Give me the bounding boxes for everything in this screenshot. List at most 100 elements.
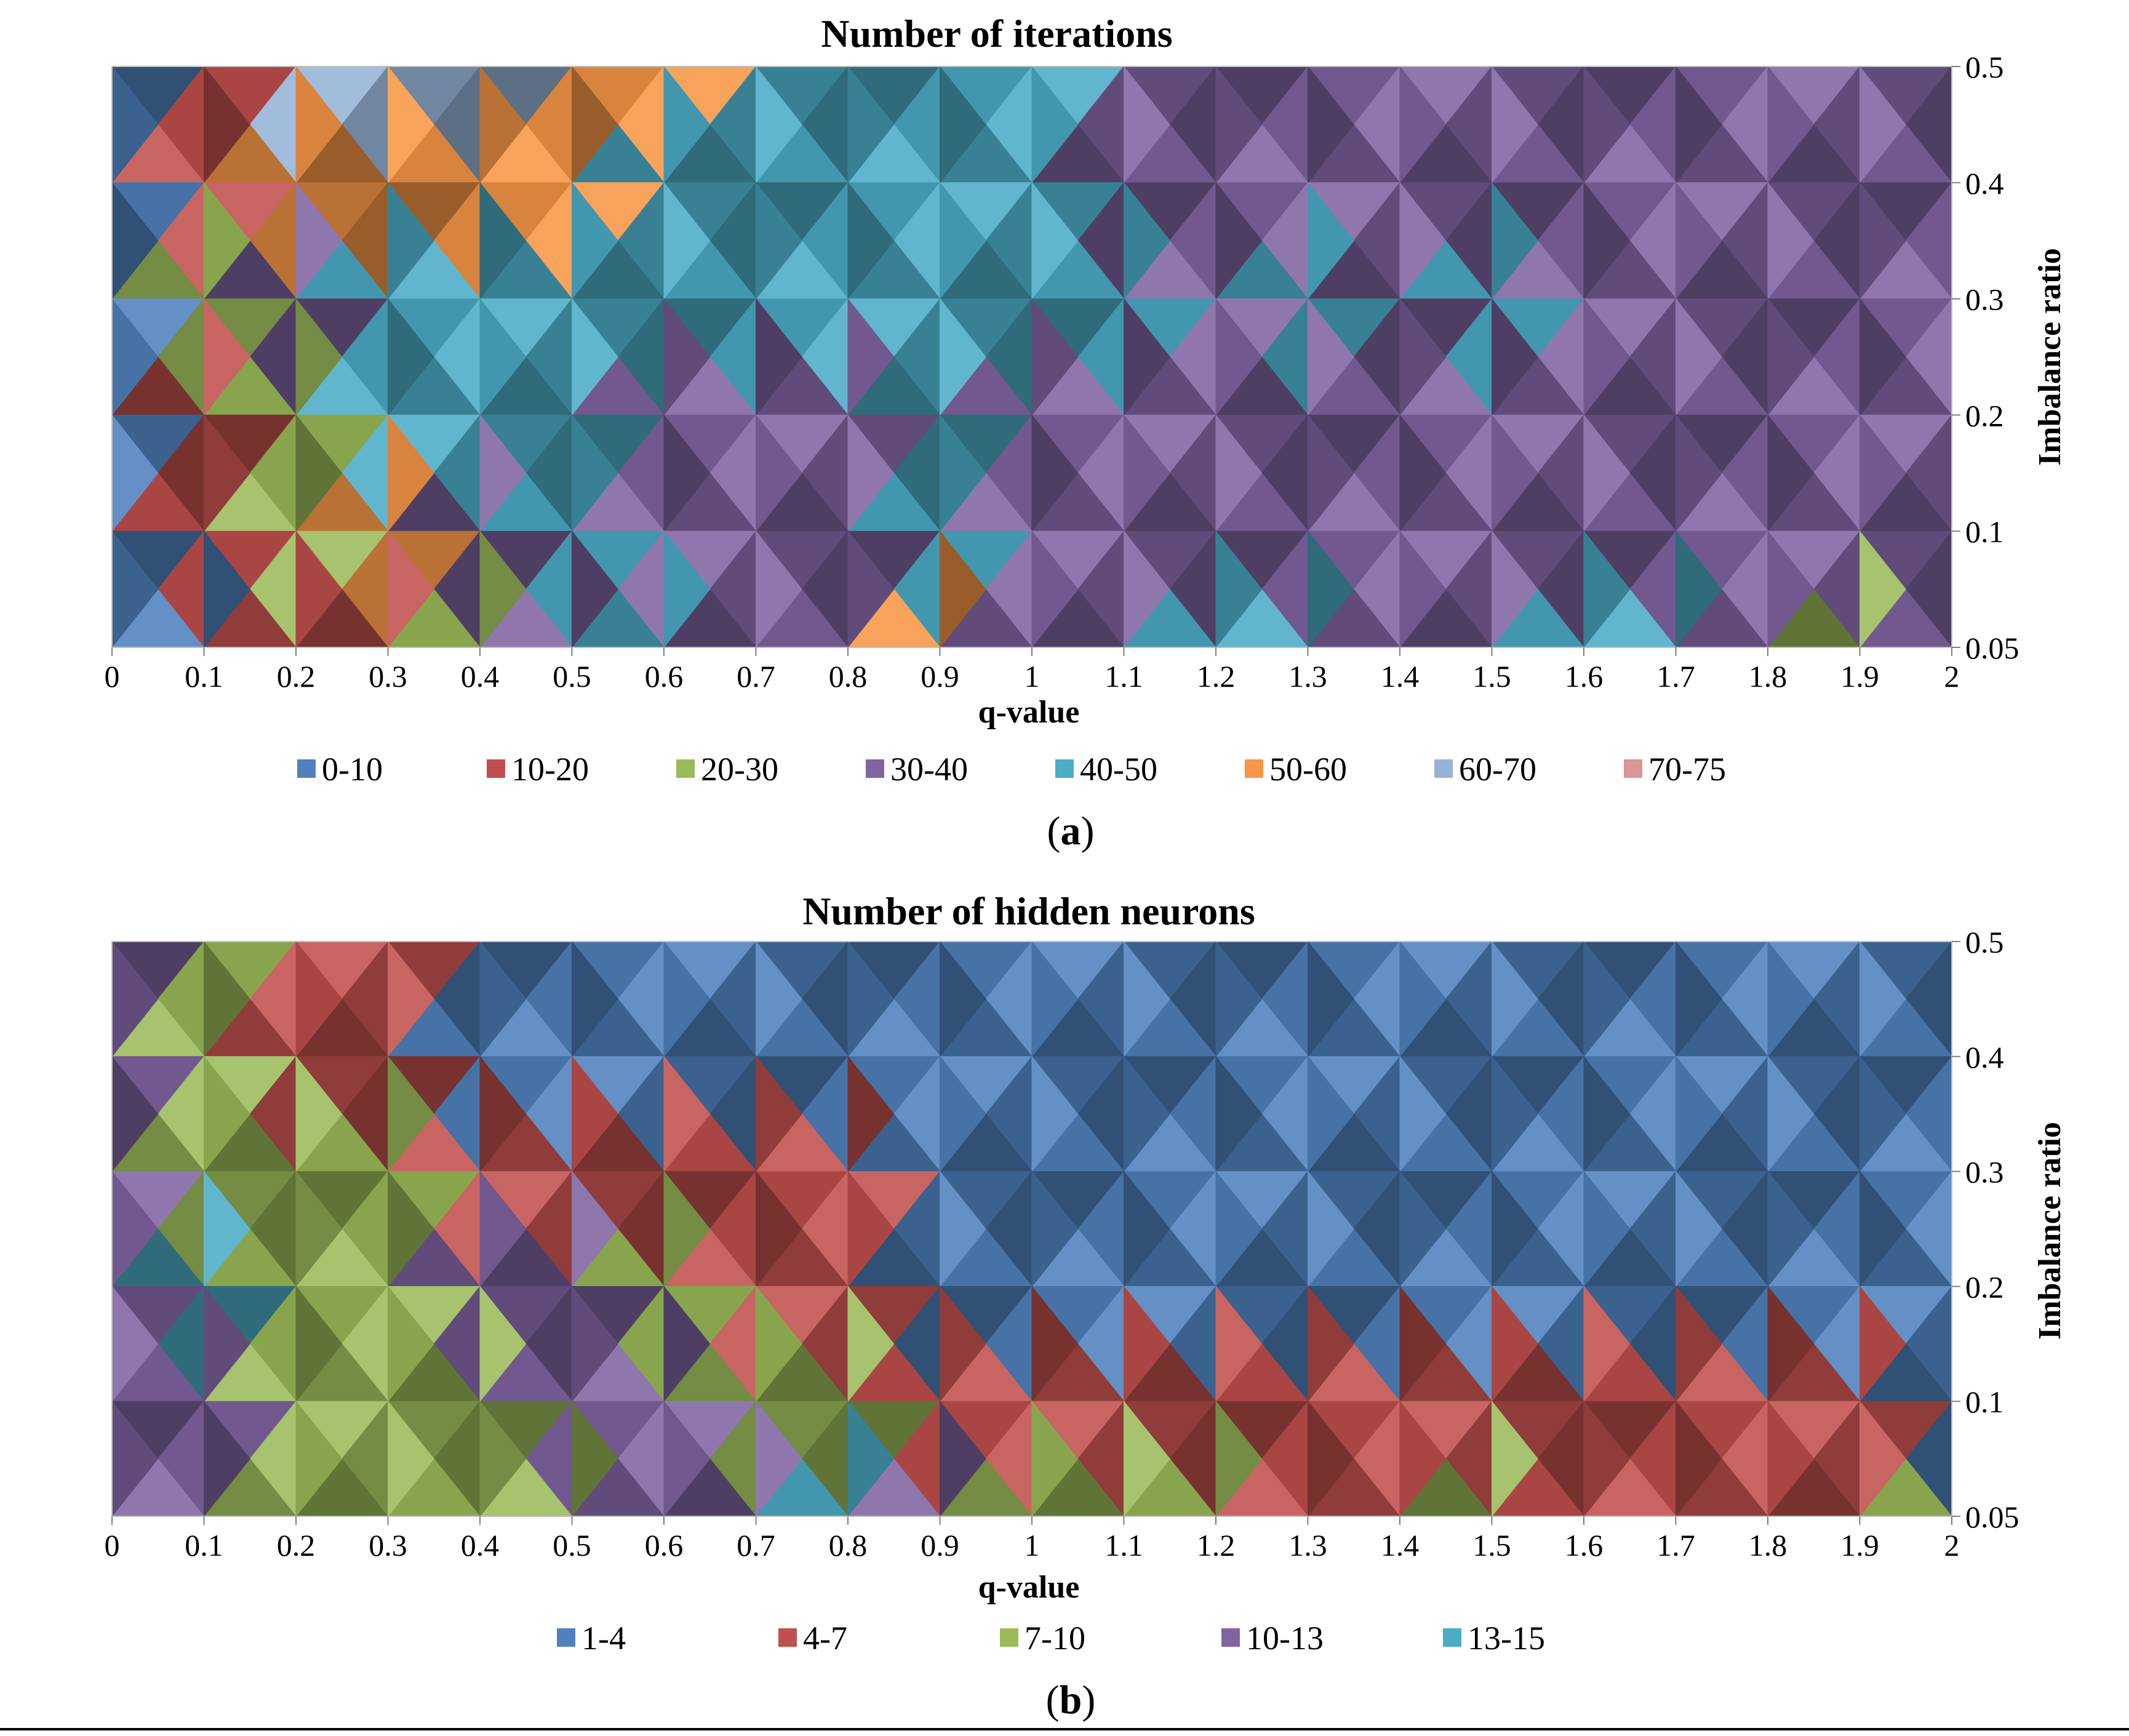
contour-cell [847, 65, 895, 184]
contour-cell [479, 1400, 527, 1518]
x-tick-label: 0.6 [645, 659, 684, 694]
x-tick-label: 0.5 [553, 1528, 591, 1562]
contour-cell [1676, 1400, 1722, 1518]
x-tick-label: 1.7 [1656, 659, 1695, 694]
contour-cell [388, 182, 434, 300]
contour-cell [388, 1170, 434, 1287]
contour-cell [1583, 298, 1631, 416]
contour-cell [1031, 940, 1079, 1058]
contour-cell [1031, 530, 1079, 649]
contour-cell [204, 1285, 250, 1402]
x-tick-label: 1.6 [1565, 659, 1604, 694]
x-tick-label: 1.7 [1656, 1528, 1695, 1562]
legend-swatch [778, 1628, 797, 1647]
contour-cell [1308, 65, 1354, 184]
contour-cell [572, 298, 618, 416]
contour-cell [295, 1285, 343, 1402]
contour-cell [756, 1055, 802, 1173]
contour-cell [572, 1170, 618, 1287]
x-tick-label: 1.1 [1104, 1528, 1143, 1562]
x-tick-label: 0.9 [921, 1528, 959, 1562]
contour-cell [204, 414, 250, 532]
contour-cell [572, 1400, 618, 1518]
x-tick-label: 2 [1944, 659, 1960, 694]
contour-cell [1583, 1285, 1631, 1402]
contour-cell [1308, 530, 1354, 649]
contour-cell [1215, 1285, 1263, 1402]
x-tick-label: 1.9 [1840, 659, 1879, 694]
contour-cell [479, 1285, 527, 1402]
legend-swatch [866, 759, 884, 778]
contour-cell [1124, 414, 1170, 532]
legend-swatch [1443, 1628, 1461, 1647]
contour-cell [1492, 1055, 1538, 1173]
y-axis-ticks: 0.5 0.4 0.3 0.2 0.1 0.05 [1952, 50, 2019, 665]
x-axis-ticks: 0 0.1 0.2 0.3 0.4 0.5 0.6 0.7 0.8 0.9 1 1.1 1.2 1.3 1.… [105, 647, 1960, 694]
contour-cell [1492, 940, 1538, 1058]
legend-label: 30-40 [890, 751, 968, 788]
chart-title: Number of hidden neurons [802, 889, 1255, 933]
contour-cell [1031, 65, 1079, 184]
y-tick-label: 0.4 [1965, 166, 2004, 201]
contour-cell [940, 1055, 986, 1173]
contour-cell [847, 298, 895, 416]
legend-label: 13-15 [1468, 1620, 1545, 1657]
contour-cell [756, 65, 802, 184]
contour-cell [1859, 182, 1906, 300]
caption-letter: b [1060, 1678, 1082, 1722]
x-axis-label: q-value [978, 695, 1080, 730]
legend-label: 10-13 [1246, 1620, 1324, 1657]
contour-cell [1124, 1170, 1170, 1287]
legend-label: 0-10 [322, 751, 383, 788]
contour-cell [388, 298, 434, 416]
x-tick-label: 1 [1025, 659, 1040, 694]
caption: (a) [1047, 809, 1095, 854]
contour-cell [1676, 530, 1722, 649]
contour-cell [388, 65, 434, 184]
legend-label: 60-70 [1459, 751, 1536, 788]
contour-cell [1215, 1170, 1263, 1287]
contour-cell [1124, 182, 1170, 300]
contour-cell [1859, 940, 1906, 1058]
chart-iterations: Number of iterations 0 0.1 0.2 0.3 0.4 0.5 0.6… [105, 12, 2068, 854]
contour-cell [1399, 65, 1447, 184]
contour-cell [756, 1285, 802, 1402]
contour-cell [1492, 65, 1538, 184]
y-tick-label: 0.05 [1965, 1500, 2019, 1534]
x-tick-label: 1.2 [1197, 659, 1236, 694]
contour-cell [295, 298, 343, 416]
contour-cell [1859, 1400, 1906, 1518]
contour-cell [940, 1400, 986, 1518]
contour-cell [1676, 298, 1722, 416]
x-tick-label: 0.4 [461, 659, 500, 694]
contour-cell [663, 298, 711, 416]
x-tick-label: 0.2 [277, 1528, 316, 1562]
contour-cell [1399, 1170, 1447, 1287]
contour-cell [1767, 1055, 1815, 1173]
contour-cell [756, 530, 802, 649]
x-tick-label: 0.3 [369, 1528, 407, 1562]
chart-hidden-neurons: Number of hidden neurons 0 0.1 0.2 0.3 0.4 0.… [105, 889, 2068, 1722]
contour-cell [663, 1400, 711, 1518]
contour-cell [1399, 1400, 1447, 1518]
x-tick-label: 1.8 [1749, 659, 1787, 694]
contour-cell [663, 1170, 711, 1287]
contour-cell [1031, 1285, 1079, 1402]
x-tick-label: 1.8 [1749, 1528, 1787, 1562]
x-tick-label: 1.4 [1381, 659, 1420, 694]
contour-cell [295, 414, 343, 532]
contour-cell [1583, 940, 1631, 1058]
legend-label: 7-10 [1025, 1620, 1085, 1657]
contour-cell [295, 1170, 343, 1287]
legend-label: 4-7 [803, 1620, 847, 1657]
y-tick-label: 0.5 [1965, 50, 2004, 84]
legend-label: 1-4 [581, 1620, 626, 1657]
contour-cell [756, 1170, 802, 1287]
contour-cell [1676, 65, 1722, 184]
caption: (b) [1046, 1678, 1096, 1722]
contour-cell [1031, 1170, 1079, 1287]
contour-cell [204, 182, 250, 300]
x-tick-label: 0.8 [829, 659, 868, 694]
contour-cell [1124, 940, 1170, 1058]
